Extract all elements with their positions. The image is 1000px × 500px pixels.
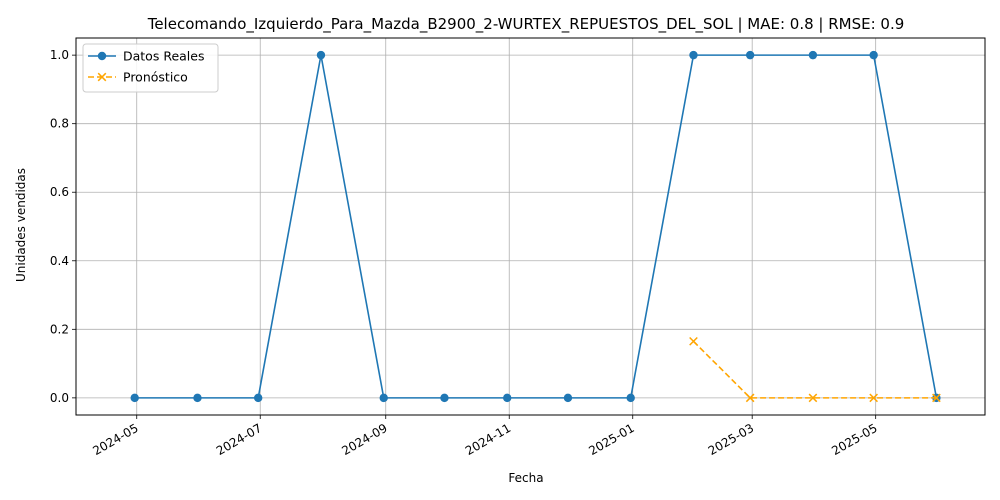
legend-item: Datos Reales xyxy=(88,49,204,64)
legend: Datos Reales Pronóstico xyxy=(82,43,219,93)
data-point xyxy=(503,393,512,403)
x-tick-label: 2025-01 xyxy=(586,421,636,458)
y-tick-label: 0.2 xyxy=(50,322,69,336)
data-point xyxy=(626,393,635,403)
plot-frame xyxy=(75,37,986,416)
data-point xyxy=(97,72,107,82)
y-tick-label: 0.4 xyxy=(50,254,69,268)
y-tick-label: 0.0 xyxy=(50,391,69,405)
legend-label: Pronóstico xyxy=(123,70,188,85)
data-point xyxy=(379,393,388,403)
x-tick-label: 2024-11 xyxy=(463,421,513,458)
x-tick-label: 2025-05 xyxy=(829,421,879,458)
data-point xyxy=(193,393,202,403)
data-point xyxy=(808,50,818,60)
series-datos-reales xyxy=(130,50,941,403)
y-tick-label: 1.0 xyxy=(50,48,69,62)
data-point xyxy=(745,393,755,403)
y-axis: 0.0 0.2 0.4 0.6 0.8 1.0 xyxy=(50,48,76,405)
data-point xyxy=(97,51,107,61)
data-point xyxy=(869,50,878,60)
data-point xyxy=(440,393,449,403)
series-layer xyxy=(130,50,941,403)
y-tick-label: 0.8 xyxy=(50,117,69,131)
grid xyxy=(76,38,985,415)
data-point xyxy=(316,50,326,60)
legend-label: Datos Reales xyxy=(123,49,204,64)
legend-item: Pronóstico xyxy=(88,70,188,85)
x-tick-label: 2024-05 xyxy=(90,421,140,458)
series-line xyxy=(692,340,937,399)
series-pron-stico xyxy=(689,336,941,403)
data-point xyxy=(254,393,263,403)
x-tick-label: 2024-07 xyxy=(214,421,264,458)
chart-title: Telecomando_Izquierdo_Para_Mazda_B2900_2… xyxy=(147,15,905,34)
x-axis-label: Fecha xyxy=(508,471,543,485)
data-point xyxy=(689,50,698,60)
data-point xyxy=(808,393,818,403)
series-line xyxy=(134,54,938,399)
x-tick-label: 2024-09 xyxy=(339,421,389,458)
x-axis: 2024-05 2024-07 2024-09 2024-11 2025-01 2025-… xyxy=(90,415,880,458)
legend-box xyxy=(82,43,219,93)
data-point xyxy=(869,393,878,403)
x-tick-label: 2025-03 xyxy=(706,421,756,458)
data-point xyxy=(932,393,941,403)
y-tick-label: 0.6 xyxy=(50,185,69,199)
data-point xyxy=(563,393,573,403)
data-point xyxy=(130,393,139,403)
data-point xyxy=(745,50,755,60)
y-axis-label: Unidades vendidas xyxy=(14,168,28,282)
data-point xyxy=(689,336,698,346)
